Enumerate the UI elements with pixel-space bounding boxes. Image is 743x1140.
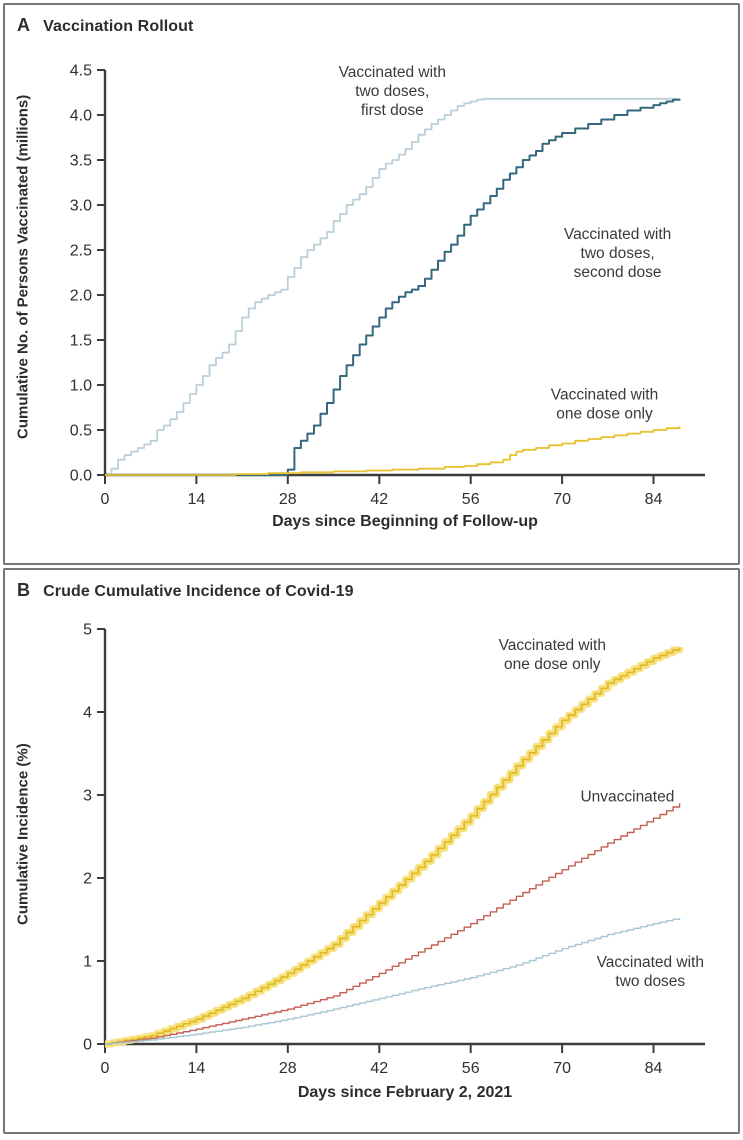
x-tick-label: 28: [279, 491, 297, 508]
confidence-band: [105, 646, 684, 1048]
x-tick-label: 70: [553, 491, 571, 508]
y-tick-label: 2.5: [70, 243, 92, 260]
y-tick-label: 5: [83, 622, 92, 639]
y-tick-label: 3.0: [70, 198, 92, 215]
x-tick-label: 56: [462, 1060, 480, 1077]
series-line: [105, 803, 681, 1045]
y-tick-label: 1.0: [70, 378, 92, 395]
y-tick-label: 1: [83, 954, 92, 971]
series-label: Vaccinated with one dose only: [551, 386, 658, 422]
series-label: Vaccinated with two doses, second dose: [564, 226, 671, 281]
panel-b-chart: 5 4 3 2 1 00 14 28 42 56 70 84 Vaccinated with one do…: [83, 622, 705, 1077]
panel-a-title: A Vaccination Rollout: [17, 15, 193, 36]
y-tick-label: 0.5: [70, 423, 92, 440]
x-tick-label: 28: [279, 1060, 297, 1077]
x-tick-label: 14: [188, 1060, 206, 1077]
series-label: Vaccinated with two doses: [597, 954, 704, 990]
y-tick-label: 4.0: [70, 108, 92, 125]
y-tick-label: 0.0: [70, 468, 92, 485]
panel-b-tag: B: [17, 580, 31, 600]
series-label: Unvaccinated: [580, 789, 674, 806]
panel-a-x-axis-label: Days since Beginning of Follow-up: [272, 513, 538, 530]
y-tick-label: 1.5: [70, 333, 92, 350]
x-tick-label: 42: [370, 491, 388, 508]
panel-b-x-axis-label: Days since February 2, 2021: [297, 1084, 513, 1101]
y-tick-label: 2.0: [70, 288, 92, 305]
series-line: [105, 917, 681, 1045]
x-tick-label: 0: [101, 491, 110, 508]
axis-lines: [103, 629, 705, 1046]
series-label: Vaccinated with two doses, first dose: [339, 64, 446, 119]
x-tick-label: 14: [188, 491, 206, 508]
y-tick-label: 0: [83, 1037, 92, 1054]
panel-b-cumulative-incidence: B Crude Cumulative Incidence of Covid-19 …: [3, 568, 740, 1134]
series-line: [105, 97, 680, 476]
series-label: Vaccinated with one dose only: [499, 637, 606, 673]
panel-a-vaccination-rollout: A Vaccination Rollout Cumulative No. of P…: [3, 3, 740, 565]
series-line: [105, 426, 681, 476]
series-line: [105, 647, 681, 1045]
y-tick-label: 3: [83, 788, 92, 805]
y-tick-label: 3.5: [70, 153, 92, 170]
x-tick-label: 70: [553, 1060, 571, 1077]
panel-b-title-text: Crude Cumulative Incidence of Covid-19: [43, 583, 354, 600]
panel-b-title: B Crude Cumulative Incidence of Covid-19: [17, 580, 354, 601]
panel-a-tag: A: [17, 15, 31, 35]
x-tick-label: 56: [462, 491, 480, 508]
panel-a-chart: 4.5 4.0 3.5 3.0 2.5 2.0 1.5 1.0 0.5 0.0 0 14 28 42 56 7…: [70, 63, 705, 508]
y-tick-label: 2: [83, 871, 92, 888]
y-tick-label: 4: [83, 705, 92, 722]
x-tick-label: 42: [370, 1060, 388, 1077]
panel-a-title-text: Vaccination Rollout: [43, 18, 194, 35]
x-tick-label: 84: [645, 1060, 663, 1077]
y-tick-label: 4.5: [70, 63, 92, 80]
x-tick-label: 84: [645, 491, 663, 508]
series-line: [105, 98, 681, 476]
x-tick-label: 0: [101, 1060, 110, 1077]
